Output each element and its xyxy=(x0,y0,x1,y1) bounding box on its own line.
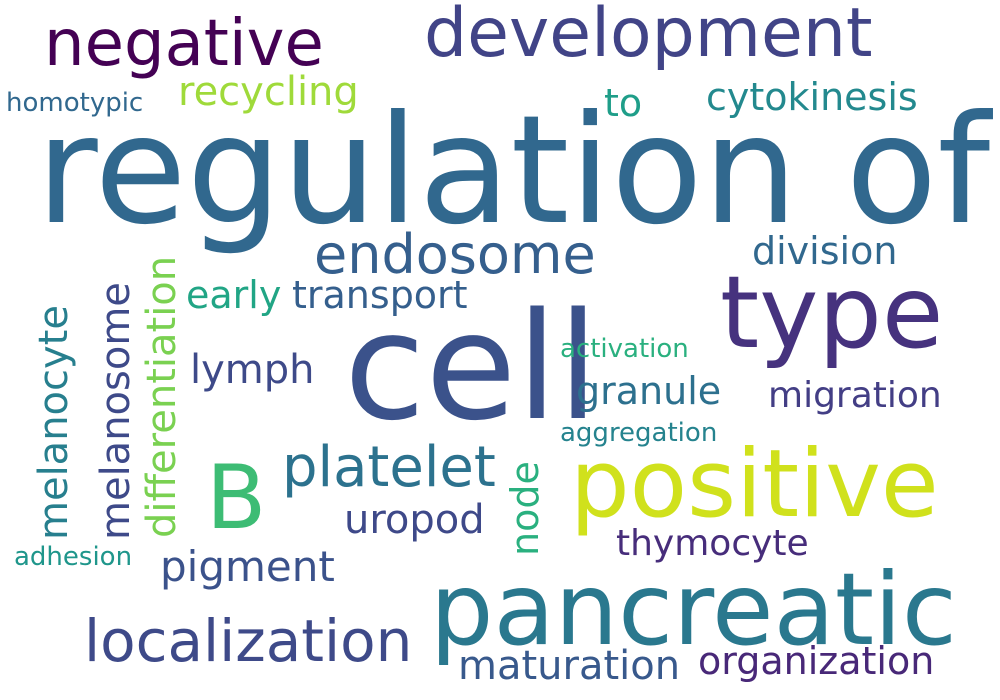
word-maturation: maturation xyxy=(458,643,681,689)
word-organization: organization xyxy=(698,639,935,683)
word-B: B xyxy=(206,446,267,549)
word-division: division xyxy=(752,229,898,273)
word-early: early xyxy=(186,273,282,317)
word-positive: positive xyxy=(570,430,939,539)
word-melanosome: melanosome xyxy=(93,282,139,540)
word-cell: cell xyxy=(344,281,599,453)
word-endosome: endosome xyxy=(314,223,596,286)
word-granule: granule xyxy=(576,369,722,413)
word-lymph: lymph xyxy=(190,347,315,393)
word-transport: transport xyxy=(292,273,468,317)
word-pancreatic: pancreatic xyxy=(430,551,957,668)
word-node: node xyxy=(503,461,547,556)
word-pigment: pigment xyxy=(160,542,335,591)
word-activation: activation xyxy=(560,334,689,364)
word-migration: migration xyxy=(768,375,942,416)
word-to: to xyxy=(604,81,643,125)
word-homotypic: homotypic xyxy=(6,88,144,118)
word-regulation-of: regulation of xyxy=(36,84,991,258)
word-melanocyte: melanocyte xyxy=(31,305,77,540)
word-localization: localization xyxy=(84,607,413,675)
word-platelet: platelet xyxy=(282,435,496,500)
word-aggregation: aggregation xyxy=(560,418,718,448)
word-differentiation: differentiation xyxy=(139,255,185,538)
word-cytokinesis: cytokinesis xyxy=(706,75,918,119)
word-negative: negative xyxy=(44,7,324,81)
word-adhesion: adhesion xyxy=(14,542,133,572)
word-type: type xyxy=(720,254,944,371)
word-uropod: uropod xyxy=(344,497,485,543)
word-thymocyte: thymocyte xyxy=(616,523,809,564)
word-development: development xyxy=(424,0,873,73)
word-recycling: recycling xyxy=(178,69,359,115)
